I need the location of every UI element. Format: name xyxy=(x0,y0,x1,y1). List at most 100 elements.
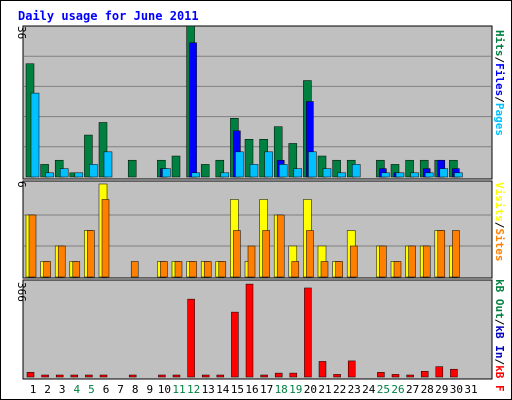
kbf-bar-25 xyxy=(377,372,385,378)
pages-bar-12 xyxy=(191,172,200,178)
sites-bar-27 xyxy=(408,245,416,278)
kbf-bar-12 xyxy=(187,298,195,378)
x-tick-label: 3 xyxy=(59,383,66,396)
pages-bar-14 xyxy=(220,172,230,178)
x-tick-label: 15 xyxy=(231,383,244,396)
kbf-bar-28 xyxy=(420,371,429,378)
kbf-bar-26 xyxy=(391,374,400,378)
x-tick-label: 27 xyxy=(406,383,419,396)
hits-bar-8 xyxy=(127,159,137,178)
x-tick-label: 12 xyxy=(187,383,200,396)
sites-bar-3 xyxy=(57,245,66,278)
kb-legend: kB Out/kB In/kB F xyxy=(493,279,506,392)
legend-kbf: kB F xyxy=(493,365,506,392)
hits-bar-5 xyxy=(84,134,93,178)
sites-bar-11 xyxy=(174,261,183,278)
sites-bar-10 xyxy=(160,261,168,278)
pages-bar-1 xyxy=(30,92,40,178)
sites-bar-2 xyxy=(43,261,51,278)
hits-bar-21 xyxy=(317,155,327,178)
kbf-bar-30 xyxy=(450,368,458,378)
hits-bar-2 xyxy=(40,164,49,178)
legend-kbout: kB Out xyxy=(493,279,506,319)
kbf-bar-6 xyxy=(99,374,108,378)
sites-bar-20 xyxy=(306,230,314,278)
x-tick-label: 20 xyxy=(304,383,317,396)
x-tick-label: 10 xyxy=(158,383,171,396)
visits-legend: Visits/Sites xyxy=(493,182,506,262)
x-tick-label: 18 xyxy=(275,383,288,396)
sites-bar-26 xyxy=(393,261,402,278)
hits-max-label: 36 xyxy=(15,26,28,39)
kbf-bar-8 xyxy=(128,374,137,378)
kbf-bar-11 xyxy=(172,374,181,378)
x-tick-label: 24 xyxy=(362,383,376,396)
hits-bar-27 xyxy=(405,159,414,178)
x-tick-label: 22 xyxy=(333,383,346,396)
hits-bar-22 xyxy=(332,159,341,178)
x-tick-label: 4 xyxy=(73,383,80,396)
pages-bar-6 xyxy=(103,151,113,178)
kbf-bar-19 xyxy=(289,372,298,378)
sites-bar-30 xyxy=(452,230,460,278)
kbf-bar-21 xyxy=(318,361,327,378)
kbf-bar-29 xyxy=(435,366,444,378)
sites-bar-29 xyxy=(437,230,446,278)
pages-bar-18 xyxy=(278,164,288,178)
x-tick-label: 31 xyxy=(464,383,477,396)
x-tick-label: 2 xyxy=(44,383,51,396)
sites-bar-14 xyxy=(218,261,227,278)
kbf-bar-22 xyxy=(333,374,341,378)
kbf-bar-2 xyxy=(41,374,49,378)
sites-bar-18 xyxy=(276,214,285,278)
x-tick-label: 7 xyxy=(117,383,124,396)
x-tick-label: 11 xyxy=(172,383,185,396)
legend-files: Files xyxy=(493,63,506,96)
kbf-bar-20 xyxy=(304,287,312,378)
legend-hits: Hits xyxy=(493,30,506,57)
sites-bar-25 xyxy=(379,245,387,278)
sites-bar-12 xyxy=(189,261,197,278)
sites-bar-19 xyxy=(291,261,300,278)
pages-bar-21 xyxy=(322,168,332,178)
sites-bar-22 xyxy=(335,261,343,278)
kbf-bar-10 xyxy=(158,374,166,378)
kbf-bar-16 xyxy=(245,283,254,378)
kbf-bar-27 xyxy=(406,374,414,378)
kbf-bar-23 xyxy=(347,360,356,378)
x-tick-label: 14 xyxy=(216,383,230,396)
sites-bar-23 xyxy=(349,245,358,278)
hits-bar-11 xyxy=(171,155,181,178)
sites-bar-28 xyxy=(422,245,431,278)
x-tick-label: 26 xyxy=(391,383,404,396)
pages-bar-16 xyxy=(249,164,259,178)
x-tick-label: 17 xyxy=(260,383,273,396)
kbf-bar-15 xyxy=(231,311,239,378)
sites-bar-4 xyxy=(72,261,81,278)
sites-bar-1 xyxy=(28,214,37,278)
kbf-bar-18 xyxy=(274,372,283,378)
sites-bar-13 xyxy=(203,261,212,278)
x-tick-label: 19 xyxy=(289,383,302,396)
sites-bar-16 xyxy=(247,245,256,278)
bars-layer xyxy=(25,25,463,378)
hits-bar-6 xyxy=(98,122,108,178)
sites-bar-5 xyxy=(87,230,95,278)
hits-bar-16 xyxy=(244,139,254,178)
legend-sites: Sites xyxy=(493,228,506,261)
x-tick-label: 9 xyxy=(146,383,153,396)
x-tick-label: 28 xyxy=(421,383,434,396)
legend-visits: Visits xyxy=(493,182,506,222)
kbf-bar-13 xyxy=(201,374,210,378)
x-tick-label: 21 xyxy=(318,383,331,396)
legend-sep: / xyxy=(493,319,506,326)
x-tick-label: 16 xyxy=(245,383,258,396)
pages-bar-20 xyxy=(308,151,317,178)
kb-panel-bg xyxy=(22,279,493,380)
sites-bar-17 xyxy=(262,230,270,278)
hits-panel-bg xyxy=(22,25,493,180)
kbf-bar-1 xyxy=(26,372,35,378)
pages-bar-30 xyxy=(454,172,463,178)
